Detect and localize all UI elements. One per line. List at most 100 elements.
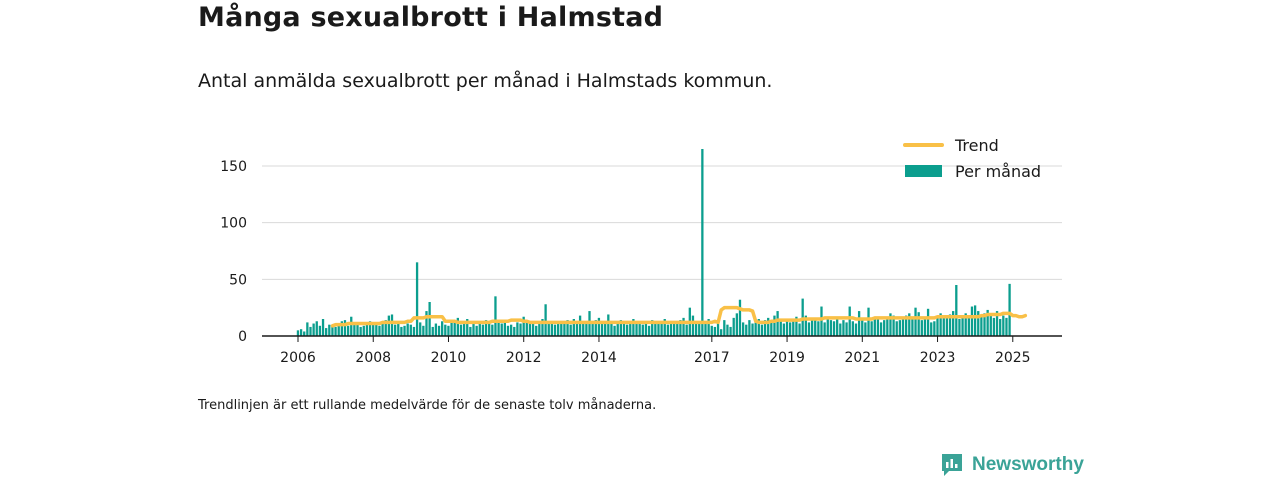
bar	[632, 319, 635, 336]
legend-bar-label: Per månad	[955, 162, 1041, 181]
bar	[839, 323, 842, 336]
bar	[309, 326, 312, 336]
trend-line-layer	[330, 305, 1028, 328]
monthly-bars	[296, 149, 1011, 336]
bar	[669, 322, 673, 336]
bar	[726, 324, 729, 336]
bar	[980, 315, 983, 336]
y-tick-label-0: 0	[238, 329, 247, 345]
bar	[519, 323, 522, 336]
bar	[350, 316, 353, 336]
bar	[312, 323, 315, 336]
y-tick-label-150: 150	[220, 159, 247, 175]
bar	[437, 325, 441, 336]
bar	[917, 312, 920, 336]
bar	[594, 320, 597, 336]
bar	[397, 322, 400, 336]
bar	[378, 325, 381, 336]
bar	[541, 319, 544, 336]
bar	[553, 324, 557, 336]
bar	[936, 315, 939, 336]
bar	[933, 321, 936, 336]
bar	[616, 323, 619, 336]
bar	[484, 320, 488, 336]
bar	[995, 311, 999, 336]
bar	[425, 311, 428, 336]
bar	[340, 321, 343, 336]
bar	[343, 320, 347, 336]
bar	[497, 322, 500, 336]
bar	[826, 316, 829, 336]
bar	[478, 322, 481, 336]
bar	[723, 320, 726, 336]
bar	[525, 320, 528, 336]
bar	[296, 330, 300, 336]
bar	[904, 315, 908, 336]
bar	[318, 325, 322, 336]
bar	[716, 322, 720, 336]
bar	[666, 324, 670, 336]
bar	[513, 326, 516, 336]
bar	[1008, 283, 1011, 336]
bar	[798, 323, 801, 336]
bar	[610, 322, 613, 336]
bar	[754, 321, 757, 336]
bar	[883, 320, 886, 336]
bar	[770, 322, 773, 336]
bar	[729, 326, 732, 336]
bar	[851, 321, 854, 336]
bar	[961, 315, 964, 336]
bar	[500, 323, 503, 336]
bar	[792, 320, 795, 336]
bar	[572, 319, 575, 336]
bar	[779, 321, 782, 336]
bar	[506, 325, 510, 336]
bar	[434, 323, 438, 336]
bar	[459, 324, 463, 336]
bar	[538, 321, 541, 336]
bar	[945, 317, 949, 336]
bar	[337, 323, 340, 336]
bar	[431, 326, 434, 336]
x-tick-label-2025: 2025	[995, 350, 1031, 366]
bar	[544, 304, 547, 336]
bar	[409, 324, 412, 336]
y-tick-label-100: 100	[220, 216, 247, 232]
bar	[829, 320, 833, 336]
bar	[751, 323, 754, 336]
bar	[745, 324, 748, 336]
bar	[456, 317, 459, 336]
bar	[854, 323, 858, 336]
bar	[788, 322, 792, 336]
bar	[948, 314, 952, 336]
bar	[353, 324, 356, 336]
bar	[328, 324, 331, 336]
brand-name: Newsworthy	[972, 454, 1084, 475]
bar	[585, 323, 588, 336]
bar	[412, 326, 416, 336]
bar	[748, 320, 751, 336]
bar	[767, 317, 770, 336]
bar	[760, 324, 764, 336]
bar	[698, 323, 701, 336]
bar	[970, 306, 974, 336]
bar	[575, 322, 579, 336]
bar	[817, 321, 820, 336]
bar	[522, 316, 525, 336]
bar	[381, 322, 384, 336]
bar	[901, 317, 905, 336]
bar	[964, 313, 967, 336]
bar	[560, 322, 563, 336]
bar	[807, 322, 811, 336]
bar	[346, 325, 350, 336]
bar	[955, 285, 958, 336]
bar	[845, 322, 848, 336]
footnote: Trendlinjen är ett rullande medelvärde f…	[198, 398, 657, 413]
bar	[359, 326, 362, 336]
bar	[694, 322, 698, 336]
bar	[952, 311, 955, 336]
bar	[864, 322, 867, 336]
bar	[908, 313, 911, 336]
bar	[638, 321, 641, 336]
